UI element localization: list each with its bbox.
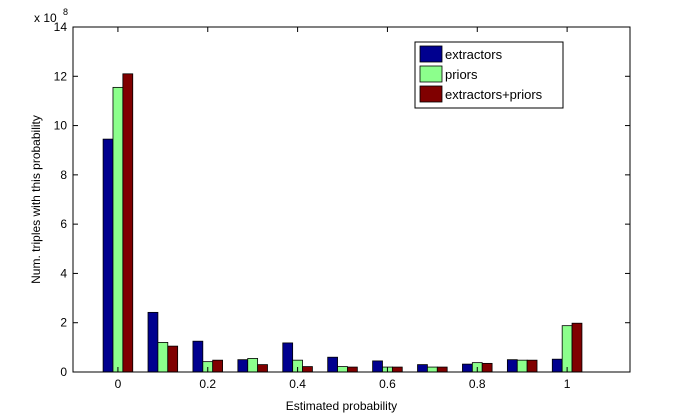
bar (571, 322, 583, 373)
bar (192, 340, 204, 373)
y-axis-label: Num. triples with this probability (29, 115, 43, 284)
legend-label: extractors (445, 47, 503, 62)
y-tick-label: 10 (54, 119, 68, 133)
bar (417, 364, 428, 373)
bar (122, 73, 134, 373)
legend-swatch (419, 85, 443, 103)
y-tick-label: 8 (60, 168, 67, 182)
legend-swatch (419, 65, 443, 83)
bar (561, 325, 573, 373)
bar (551, 358, 563, 373)
bar (302, 366, 313, 373)
legend-swatch (419, 45, 443, 63)
legend-label: priors (445, 67, 478, 82)
bar (102, 138, 114, 373)
y-multiplier-base: x 10 (34, 11, 57, 25)
bar (327, 356, 338, 373)
bar (516, 359, 528, 373)
bar (462, 363, 473, 373)
bar (147, 311, 159, 373)
y-tick-label: 6 (60, 217, 67, 231)
bar (257, 364, 268, 373)
y-tick-label: 2 (60, 316, 67, 330)
bar (526, 359, 538, 373)
y-tick-label: 0 (60, 365, 67, 379)
bar (372, 360, 383, 373)
y-tick-label: 14 (54, 20, 68, 34)
bar (427, 366, 438, 373)
legend-label: extractors+priors (445, 87, 543, 102)
bar (212, 359, 223, 373)
y-tick-label: 12 (54, 69, 68, 83)
x-tick-label: 0.8 (469, 377, 486, 391)
x-tick-label: 0.6 (379, 377, 396, 391)
x-axis-label: Estimated probability (286, 399, 397, 413)
bar (391, 366, 403, 373)
bar (436, 366, 448, 373)
x-tick-label: 0 (115, 377, 122, 391)
x-tick-label: 1 (564, 377, 571, 391)
y-tick-label: 4 (60, 266, 67, 280)
bar (506, 359, 518, 373)
bar (247, 358, 259, 373)
bar (167, 345, 179, 373)
bar (337, 366, 348, 373)
bar (157, 342, 169, 373)
bar (282, 342, 294, 373)
bar (481, 362, 493, 373)
bar (112, 86, 124, 373)
y-multiplier-exponent: 8 (63, 7, 68, 17)
bar (347, 366, 358, 373)
x-tick-label: 0.4 (289, 377, 306, 391)
axes-box (72, 26, 631, 373)
x-tick-label: 0.2 (199, 377, 216, 391)
bar (237, 359, 249, 373)
